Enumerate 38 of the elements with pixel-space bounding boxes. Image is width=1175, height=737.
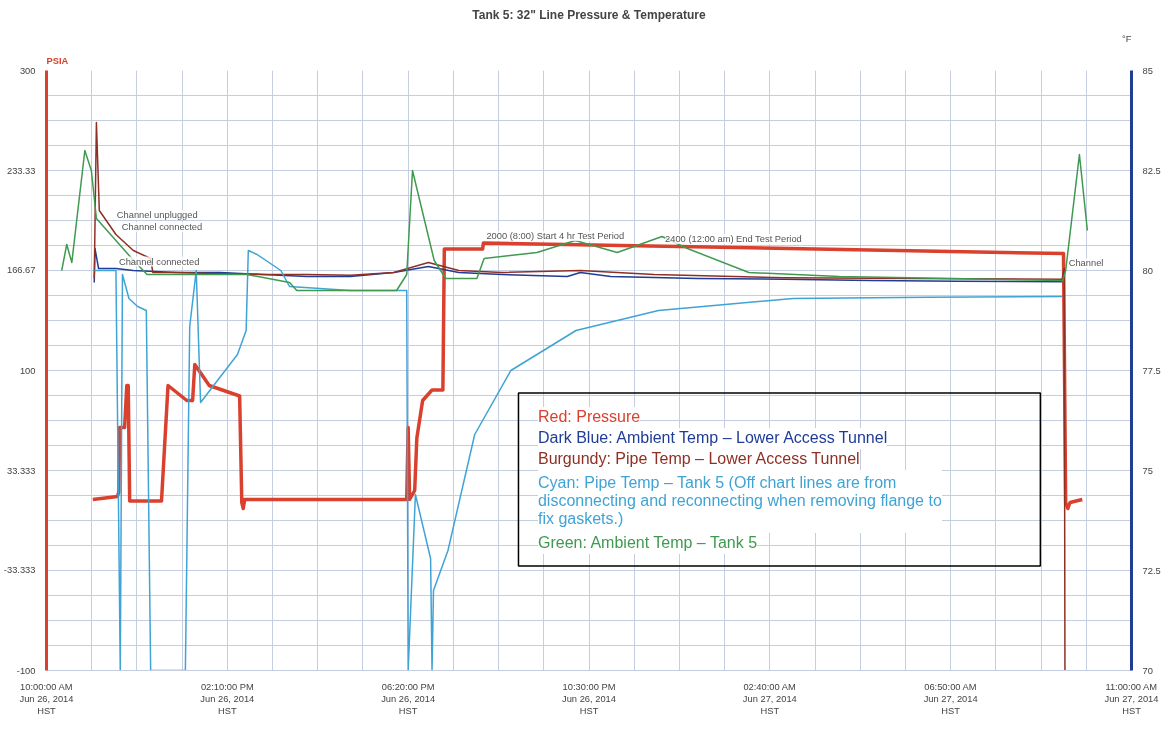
y2-tick-label: 77.5 bbox=[1142, 365, 1161, 376]
y-tick-label: -100 bbox=[16, 665, 36, 676]
line-series bbox=[93, 121, 1066, 671]
annotation: Channel unplugged bbox=[116, 210, 198, 220]
y2-tick-label: 82.5 bbox=[1142, 165, 1161, 176]
annotation: 2000 (8:00) Start 4 hr Test Period bbox=[486, 231, 625, 241]
y-tick-label: 300 bbox=[19, 65, 36, 76]
text: Green: Ambient Temp – Tank 5 bbox=[537, 532, 758, 554]
annotation: Channel connected bbox=[118, 256, 200, 267]
x-tick-label: 10:30:00 PM Jun 26, 2014 HST bbox=[562, 681, 616, 716]
y-tick-label: -33.333 bbox=[3, 565, 36, 576]
annotation: Channel connected bbox=[121, 222, 203, 232]
annotation: Channel bbox=[1068, 258, 1104, 269]
y-tick-label: 233.33 bbox=[6, 165, 36, 176]
y-tick-label: 100 bbox=[19, 365, 36, 376]
chart-title: Tank 5: 32" Line Pressure & Temperature bbox=[472, 7, 706, 22]
y2-tick-label: 72.5 bbox=[1142, 565, 1161, 576]
y2-tick-label: 85 bbox=[1142, 65, 1153, 76]
y2-tick-label: 75 bbox=[1142, 465, 1153, 476]
text: Red: Pressure bbox=[537, 406, 641, 428]
x-tick-label: 06:20:00 PM Jun 26, 2014 HST bbox=[381, 681, 436, 716]
y-tick-label: 166.67 bbox=[6, 265, 36, 276]
x-tick-label: 02:40:00 AM Jun 27, 2014 HST bbox=[742, 681, 797, 716]
text: Burgundy: Pipe Temp – Lower Access Tunnel bbox=[537, 448, 860, 470]
annotation: 2400 (12:00 am) End Test Period bbox=[665, 234, 802, 244]
y2-tick-label: 70 bbox=[1142, 665, 1153, 676]
y2-tick-label: 80 bbox=[1142, 265, 1153, 276]
text: Dark Blue: Ambient Temp – Lower Access Tunnel bbox=[537, 427, 888, 449]
x-tick-label: 02:10:00 PM Jun 26, 2014 HST bbox=[200, 681, 255, 716]
y-tick-label: 33.333 bbox=[6, 465, 36, 476]
text: Cyan: Pipe Temp – Tank 5 (Off chart lines are from disconnecting and reconnecting when removing flange to fix gaskets.) bbox=[537, 469, 942, 533]
x-tick-label: 11:00:00 AM Jun 27, 2014 HST bbox=[1104, 681, 1159, 716]
y2-axis-title: °F bbox=[1122, 33, 1132, 44]
y-axis-title: PSIA bbox=[46, 55, 69, 66]
line-series bbox=[93, 247, 1063, 284]
x-tick-label: 06:50:00 AM Jun 27, 2014 HST bbox=[923, 681, 978, 716]
line-series bbox=[93, 249, 1063, 671]
x-tick-label: 10:00:00 AM Jun 26, 2014 HST bbox=[19, 681, 74, 716]
